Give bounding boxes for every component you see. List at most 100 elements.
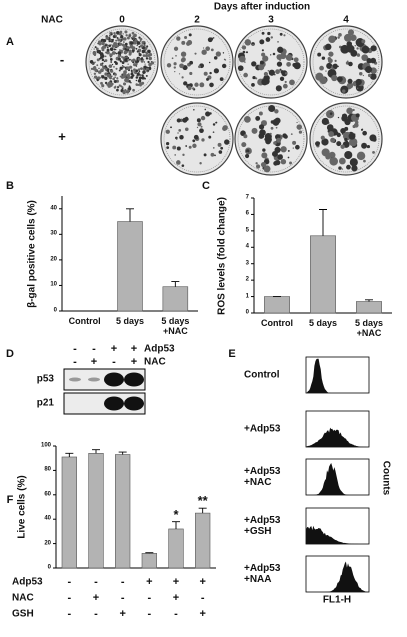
colony [110,33,113,36]
colony [243,134,248,139]
bar [264,296,290,314]
colony [188,33,192,37]
colony [341,132,344,135]
treatment-sign: - [120,591,125,604]
colony [96,64,99,67]
colony [181,164,185,167]
band [88,377,100,382]
colony [117,38,121,42]
colony [255,77,258,80]
colony [324,139,326,141]
colony [119,42,123,46]
protein-label: p21 [36,397,54,409]
colony [212,147,215,149]
significance-mark: ** [197,493,208,509]
colony [270,36,273,39]
protein-label: p53 [36,373,54,385]
y-axis-label: Live cells (%) [16,475,28,539]
colony [128,85,131,88]
colony [317,52,322,57]
colony [270,126,274,130]
colony [361,54,369,61]
histogram [306,561,369,592]
colony [150,61,155,65]
bar [356,301,382,314]
nac-sign: - [59,51,65,67]
colony [251,43,255,47]
colony [369,134,377,142]
colony [334,59,337,62]
colony [356,47,359,50]
colony [101,75,105,79]
colony [218,150,223,154]
band [104,396,124,411]
colony [347,29,355,36]
colony [344,33,352,42]
colony [136,50,139,53]
bar [195,512,211,569]
colony [106,48,110,52]
band [124,372,144,387]
colony [179,135,184,140]
colony [208,135,212,139]
y-tick-label: 20 [44,540,51,547]
colony [349,137,358,147]
colony [209,82,214,88]
colony [114,73,117,76]
colony [106,46,109,49]
colony [92,51,97,56]
condition-label: +Adp53 +NAC [244,466,281,488]
colony [97,70,102,74]
panel-title: Days after induction [213,1,311,13]
colony [363,159,366,163]
lane-sign: + [130,355,138,368]
colony [127,63,129,65]
colony [120,34,123,37]
colony [265,37,271,42]
colony [119,66,123,70]
colony [293,57,299,63]
colony [175,54,177,57]
colony [296,121,298,124]
colony [352,124,356,129]
lane-sign: - [92,342,96,355]
colony [344,137,348,142]
colony [199,82,205,88]
colony [255,164,261,169]
colony [208,61,211,64]
colony [128,49,132,53]
colony [296,124,303,130]
colony [139,67,141,70]
colony [267,69,270,72]
colony [213,68,219,74]
colony [321,117,329,126]
colony [171,57,174,60]
colony [241,45,247,50]
colony [142,72,145,74]
colony [173,66,176,69]
colony [130,75,134,79]
colony [127,59,129,61]
colony [93,72,97,75]
colony [197,122,202,127]
colony [174,71,176,73]
colony [349,158,358,167]
colony [201,138,205,142]
x-tick-label: 5 days [308,318,338,329]
colony [189,71,193,76]
colony [292,140,297,145]
colony [212,123,216,126]
colony [338,157,346,165]
colony [138,76,142,80]
colony [110,60,113,63]
colony [144,63,146,65]
treatment-sign: - [147,591,152,604]
colony [185,145,188,147]
treatment-sign: - [174,607,178,620]
colony [354,160,356,162]
colony [114,44,118,48]
y-tick-label: 40 [44,515,51,522]
colony [223,58,226,61]
colony [135,76,139,79]
colony [140,57,144,60]
